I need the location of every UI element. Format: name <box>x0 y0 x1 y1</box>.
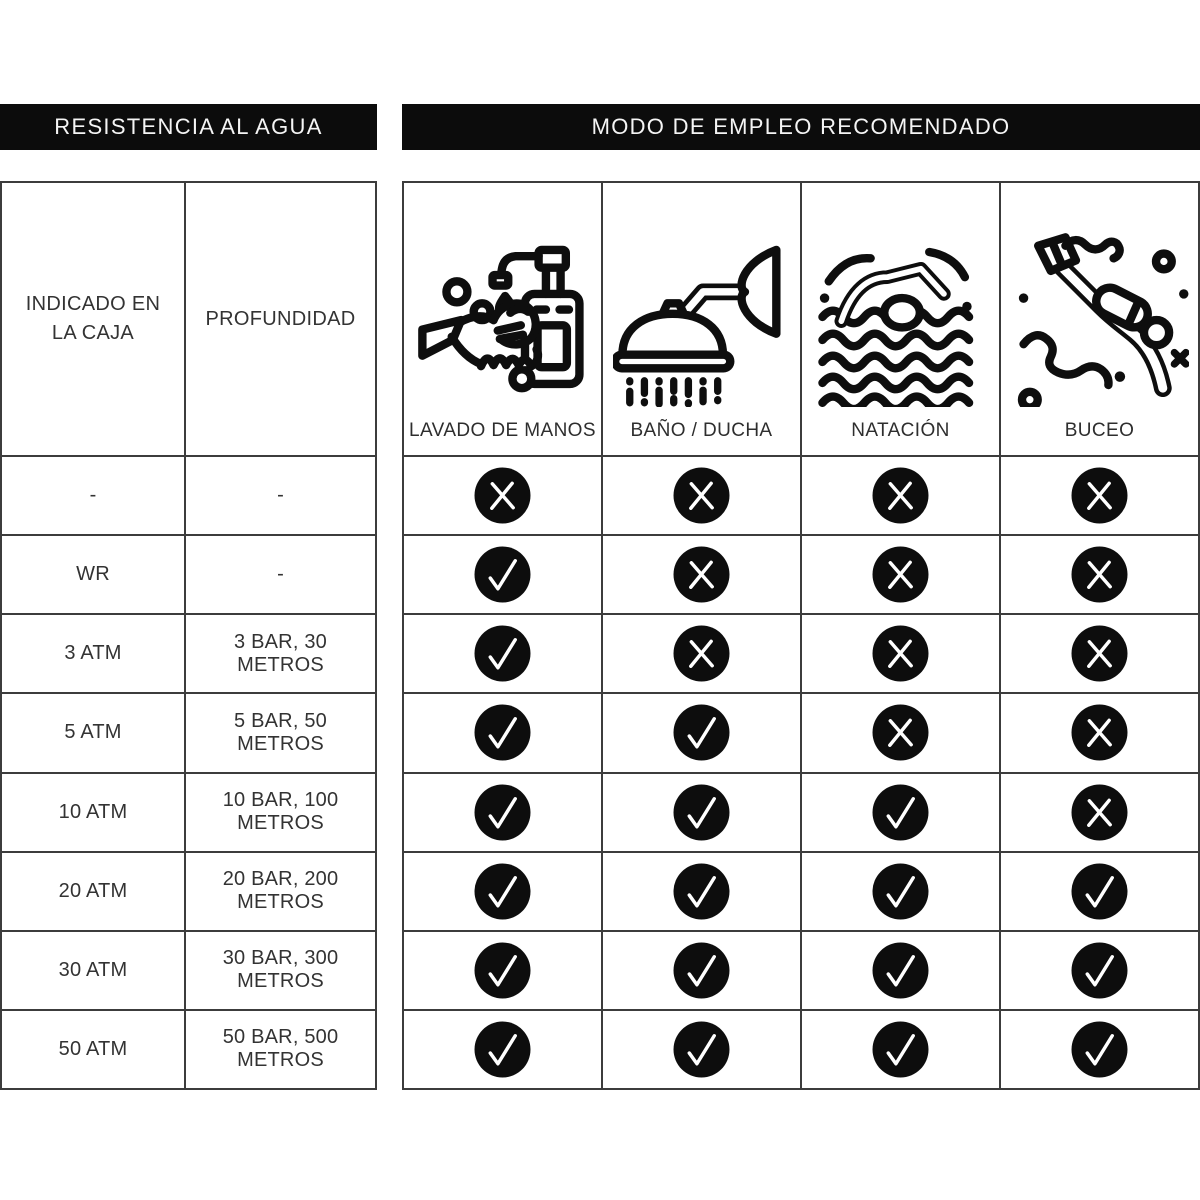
cross-icon <box>673 467 730 524</box>
usage-cell <box>603 931 802 1011</box>
cross-icon <box>872 546 929 603</box>
water-resistance-table: INDICADO EN LA CAJA PROFUNDIDAD - - WR -… <box>0 181 377 1090</box>
usage-cell <box>603 457 802 537</box>
check-icon <box>872 1021 929 1078</box>
handwash-icon <box>411 229 595 407</box>
check-icon <box>474 784 531 841</box>
usage-cell <box>404 615 603 695</box>
cross-icon <box>474 467 531 524</box>
usage-cell <box>603 694 802 774</box>
usage-cell <box>802 694 1001 774</box>
activity-label-swimming: NATACIÓN <box>851 420 950 441</box>
check-icon <box>474 704 531 761</box>
usage-cell <box>404 694 603 774</box>
recommended-use-table: LAVADO DE MANOS BAÑO / DUCHA NATACIÓN BU… <box>402 181 1200 1090</box>
usage-cell <box>1001 536 1200 616</box>
check-icon <box>872 863 929 920</box>
usage-cell <box>1001 615 1200 695</box>
usage-cell <box>1001 457 1200 537</box>
depth-value: - <box>186 457 377 537</box>
recommended-use-header: MODO DE EMPLEO RECOMENDADO <box>402 104 1200 150</box>
usage-cell <box>802 773 1001 853</box>
check-icon <box>474 546 531 603</box>
activity-header-diving: BUCEO <box>1001 183 1200 457</box>
usage-cell <box>603 536 802 616</box>
depth-value: 10 BAR, 100 METROS <box>186 773 377 853</box>
usage-cell <box>603 773 802 853</box>
check-icon <box>1071 1021 1128 1078</box>
depth-value: 50 BAR, 500 METROS <box>186 1010 377 1090</box>
usage-cell <box>802 536 1001 616</box>
case-marking-value: 5 ATM <box>2 694 186 774</box>
check-icon <box>673 942 730 999</box>
activity-header-swimming: NATACIÓN <box>802 183 1001 457</box>
depth-value: 30 BAR, 300 METROS <box>186 931 377 1011</box>
usage-cell <box>1001 694 1200 774</box>
cross-icon <box>872 467 929 524</box>
water-resistance-header: RESISTENCIA AL AGUA <box>0 104 377 150</box>
depth-value: 3 BAR, 30 METROS <box>186 615 377 695</box>
usage-cell <box>404 536 603 616</box>
column-header-depth: PROFUNDIDAD <box>186 183 377 457</box>
check-icon <box>1071 942 1128 999</box>
usage-cell <box>802 931 1001 1011</box>
case-marking-value: 20 ATM <box>2 852 186 932</box>
case-marking-value: 10 ATM <box>2 773 186 853</box>
usage-cell <box>1001 931 1200 1011</box>
case-marking-value: 3 ATM <box>2 615 186 695</box>
check-icon <box>872 942 929 999</box>
cross-icon <box>1071 704 1128 761</box>
check-icon <box>1071 863 1128 920</box>
case-marking-value: 30 ATM <box>2 931 186 1011</box>
depth-value: 20 BAR, 200 METROS <box>186 852 377 932</box>
column-header-indicated-on-case: INDICADO EN LA CAJA <box>2 183 186 457</box>
check-icon <box>673 1021 730 1078</box>
usage-cell <box>404 457 603 537</box>
cross-icon <box>1071 546 1128 603</box>
cross-icon <box>1071 625 1128 682</box>
usage-cell <box>404 773 603 853</box>
usage-cell <box>603 1010 802 1090</box>
depth-value: 5 BAR, 50 METROS <box>186 694 377 774</box>
activity-header-shower: BAÑO / DUCHA <box>603 183 802 457</box>
diving-icon <box>1008 229 1192 407</box>
cross-icon <box>1071 784 1128 841</box>
cross-icon <box>872 625 929 682</box>
check-icon <box>474 863 531 920</box>
usage-cell <box>404 852 603 932</box>
usage-cell <box>802 615 1001 695</box>
check-icon <box>673 863 730 920</box>
usage-cell <box>1001 1010 1200 1090</box>
usage-cell <box>802 852 1001 932</box>
swimming-icon <box>809 229 993 407</box>
case-marking-value: 50 ATM <box>2 1010 186 1090</box>
check-icon <box>474 625 531 682</box>
check-icon <box>673 784 730 841</box>
activity-label-diving: BUCEO <box>1064 420 1135 441</box>
usage-cell <box>603 852 802 932</box>
usage-cell <box>603 615 802 695</box>
cross-icon <box>673 625 730 682</box>
cross-icon <box>872 704 929 761</box>
depth-value: - <box>186 536 377 616</box>
usage-cell <box>1001 773 1200 853</box>
case-marking-value: - <box>2 457 186 537</box>
activity-label-handwash: LAVADO DE MANOS <box>409 420 596 441</box>
shower-icon <box>610 229 794 407</box>
check-icon <box>673 704 730 761</box>
usage-cell <box>802 457 1001 537</box>
cross-icon <box>673 546 730 603</box>
usage-cell <box>1001 852 1200 932</box>
check-icon <box>872 784 929 841</box>
usage-cell <box>404 1010 603 1090</box>
check-icon <box>474 942 531 999</box>
activity-label-shower: BAÑO / DUCHA <box>630 420 773 441</box>
usage-cell <box>404 931 603 1011</box>
case-marking-value: WR <box>2 536 186 616</box>
activity-header-handwash: LAVADO DE MANOS <box>404 183 603 457</box>
check-icon <box>474 1021 531 1078</box>
usage-cell <box>802 1010 1001 1090</box>
cross-icon <box>1071 467 1128 524</box>
